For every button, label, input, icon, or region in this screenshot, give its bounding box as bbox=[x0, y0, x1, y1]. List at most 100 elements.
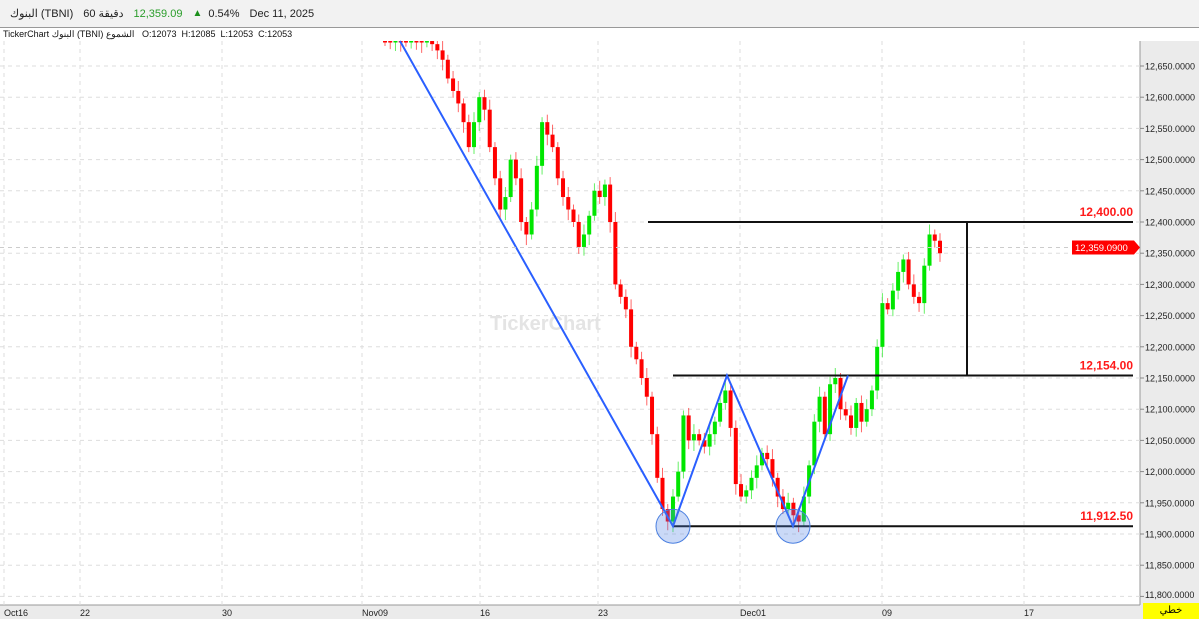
level-label: 12,400.00 bbox=[1080, 205, 1134, 219]
candle-body bbox=[456, 90, 461, 104]
scale-type-button[interactable]: خطي bbox=[1143, 603, 1199, 619]
candle bbox=[623, 289, 628, 319]
x-tick-label: 30 bbox=[222, 608, 232, 618]
x-tick-label: 09 bbox=[882, 608, 892, 618]
candle-body bbox=[388, 41, 393, 43]
x-tick-label: Oct16 bbox=[4, 608, 28, 618]
y-tick-label: 11,950.0000 bbox=[1145, 498, 1194, 508]
candle-body bbox=[864, 409, 869, 422]
low-value: L:12053 bbox=[220, 29, 254, 39]
candle-body bbox=[890, 290, 895, 310]
candle bbox=[445, 54, 450, 84]
candle bbox=[492, 142, 497, 186]
candle-body bbox=[739, 484, 744, 497]
candle-body bbox=[409, 41, 414, 43]
last-price: 12,359.09 bbox=[133, 7, 183, 20]
candle bbox=[859, 395, 864, 433]
candle bbox=[917, 291, 922, 312]
y-tick-label: 12,250.0000 bbox=[1145, 311, 1195, 321]
candle bbox=[885, 298, 890, 315]
candle bbox=[875, 339, 880, 400]
candle-body bbox=[472, 122, 477, 148]
candle bbox=[786, 492, 791, 516]
candle-body bbox=[744, 490, 749, 497]
candle bbox=[749, 470, 754, 500]
candle bbox=[472, 112, 477, 154]
chart-title: TickerChart البنوك (TBNI) الشموع bbox=[3, 29, 135, 39]
y-tick-label: 12,000.0000 bbox=[1145, 467, 1195, 477]
y-axis-panel bbox=[1140, 41, 1199, 619]
candle bbox=[608, 177, 613, 233]
candle-body bbox=[906, 259, 911, 285]
symbol-name[interactable]: البنوك (TBNI) bbox=[10, 8, 74, 20]
candle bbox=[487, 99, 492, 153]
candle bbox=[435, 41, 440, 60]
candle bbox=[393, 41, 398, 52]
candle-body bbox=[435, 44, 440, 51]
candle-body bbox=[403, 41, 408, 43]
candle-body bbox=[613, 222, 618, 285]
candle bbox=[901, 254, 906, 283]
candle bbox=[906, 251, 911, 290]
candle bbox=[550, 124, 555, 153]
candle bbox=[848, 405, 853, 435]
candle-body bbox=[848, 415, 853, 428]
candle-body bbox=[445, 59, 450, 79]
candle-body bbox=[754, 465, 759, 478]
candle-body bbox=[487, 109, 492, 148]
y-tick-label: 11,800.0000 bbox=[1145, 590, 1194, 600]
candle bbox=[629, 299, 634, 358]
candle bbox=[911, 274, 916, 304]
ohlc-info: TickerChart البنوك (TBNI) الشموع O:12073… bbox=[3, 29, 292, 40]
candle-body bbox=[885, 303, 890, 310]
candle-body bbox=[859, 402, 864, 422]
candle bbox=[644, 368, 649, 406]
candle-body bbox=[561, 178, 566, 198]
y-tick-label: 12,100.0000 bbox=[1145, 405, 1195, 415]
candle-body bbox=[786, 502, 791, 510]
candle-body bbox=[854, 402, 859, 428]
candle-body bbox=[911, 284, 916, 297]
candle bbox=[508, 154, 513, 203]
candle bbox=[718, 395, 723, 427]
candle-body bbox=[545, 122, 550, 135]
candle-body bbox=[686, 415, 691, 441]
candle-body bbox=[655, 434, 660, 478]
level-label: 11,912.50 bbox=[1080, 509, 1133, 523]
candle bbox=[597, 180, 602, 204]
candle bbox=[519, 168, 524, 231]
candle-body bbox=[393, 41, 398, 43]
candle bbox=[843, 401, 848, 421]
candle-body bbox=[629, 309, 634, 347]
candle-body bbox=[540, 122, 545, 166]
candle bbox=[424, 41, 429, 48]
candle bbox=[676, 461, 681, 502]
candle bbox=[922, 258, 927, 314]
change-percent: 0.54% bbox=[208, 7, 240, 20]
candle-body bbox=[775, 477, 780, 497]
candle bbox=[456, 80, 461, 113]
last-price-marker bbox=[1072, 240, 1140, 255]
candle-body bbox=[770, 459, 775, 478]
candle bbox=[686, 407, 691, 450]
y-tick-label: 12,600.0000 bbox=[1145, 93, 1195, 103]
candle bbox=[864, 399, 869, 427]
candle bbox=[754, 455, 759, 489]
candle bbox=[513, 152, 518, 186]
candle-body bbox=[587, 215, 592, 235]
candle-body bbox=[424, 41, 429, 43]
candle bbox=[592, 183, 597, 221]
candle-body bbox=[414, 41, 419, 43]
candle bbox=[739, 474, 744, 502]
candle-body bbox=[639, 359, 644, 378]
x-tick-label: 23 bbox=[598, 608, 608, 618]
candle bbox=[765, 445, 770, 466]
candle bbox=[555, 142, 560, 186]
candle-body bbox=[796, 515, 801, 522]
candle-body bbox=[759, 452, 764, 466]
candle-body bbox=[550, 134, 555, 148]
candle-body bbox=[466, 122, 471, 148]
interval[interactable]: 60 دقيقة bbox=[83, 8, 124, 20]
candle-body bbox=[707, 434, 712, 447]
